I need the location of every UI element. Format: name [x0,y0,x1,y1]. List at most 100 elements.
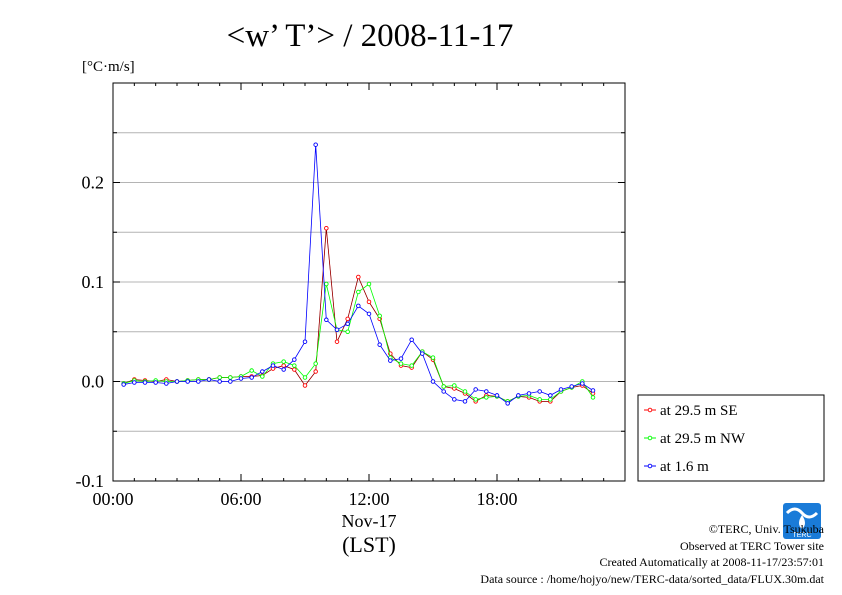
data-point [324,226,329,231]
data-point [302,375,308,380]
y-axis-ticks: -0.1 0.0 0.1 0.2 [76,132,625,491]
data-point [409,363,414,368]
data-point [142,380,148,385]
data-point [590,395,596,400]
data-point [217,379,222,384]
series-line [123,283,594,402]
data-point [388,358,393,363]
site-text: Observed at TERC Tower site [679,538,824,553]
data-point [356,303,361,309]
series-line [123,144,594,404]
series-2 [121,281,596,404]
data-point [185,379,190,384]
series-line-shadow [123,228,594,402]
data-point [260,374,265,379]
data-point [430,355,436,360]
data-point [462,389,468,394]
series-line [123,228,594,402]
data-point [302,383,308,388]
data-point [345,329,350,335]
x-tick-label: 12:00 [348,489,389,509]
chart-title: <w’ T’> / 2008-11-17 [227,18,514,54]
data-point [441,384,446,389]
legend-label: at 1.6 m [660,459,709,475]
y-tick-label: 0.0 [82,372,105,392]
series-3 [121,142,596,406]
data-point [238,376,244,381]
data-point [313,142,318,147]
data-point [196,379,201,384]
data-point [484,389,489,394]
data-point [334,339,340,344]
data-point [398,361,404,366]
data-point [249,375,254,380]
data-point [569,384,574,389]
legend-marker [647,407,653,413]
legend-label: at 29.5 m SE [660,403,738,419]
x-axis-date-label: Nov-17 [342,511,397,531]
data-point [420,351,425,356]
data-point [537,389,542,394]
data-point [452,397,457,402]
data-point [409,337,414,342]
data-point [313,361,318,366]
data-point [334,327,340,333]
data-point [164,381,169,386]
legend-box [637,394,825,482]
data-point [430,379,436,384]
legend-marker [647,435,653,441]
data-point [590,388,596,393]
data-point [281,363,286,368]
data-point [345,321,350,327]
created-text: Created Automatically at 2008-11-17/23:5… [599,555,824,569]
legend-marker [647,463,653,469]
y-tick-label: 0.2 [82,173,105,193]
x-tick-label: 06:00 [220,489,261,509]
copyright-text: ©TERC, Univ. Tsukuba [708,522,824,536]
data-point [324,281,329,287]
data-point [281,367,286,372]
data-point [398,356,404,361]
data-point [548,397,553,402]
data-point [270,363,276,368]
credits-block: ©TERC, Univ. Tsukuba Observed at TERC To… [480,521,824,587]
data-point [153,380,158,385]
data-point [548,393,553,398]
y-tick-label: -0.1 [76,471,105,491]
legend: at 29.5 m SE at 29.5 m NW at 1.6 m [637,394,825,482]
data-point [292,357,297,362]
data-point [462,399,468,404]
data-point [473,387,478,392]
data-point [249,368,254,373]
x-tick-label: 00:00 [92,489,133,509]
data-point [484,395,489,400]
data-point [516,393,521,398]
data-point [356,289,361,295]
data-point [132,380,137,385]
data-point [281,359,286,364]
data-point [505,401,510,406]
x-axis-label: (LST) [342,532,396,557]
logo-text: TERC [792,532,811,539]
data-point [537,397,542,402]
series-1 [121,226,596,404]
data-point [356,274,361,280]
series-group [121,142,596,406]
data-point [377,342,382,347]
y-axis-label: [°C·m/s] [82,59,135,75]
data-point [121,382,126,387]
data-point [366,299,372,305]
data-point [228,375,233,380]
data-point [473,397,478,402]
data-point [494,393,500,398]
data-point [377,313,382,319]
data-point [366,281,372,287]
y-tick-label: 0.1 [82,272,105,292]
x-tick-label: 18:00 [476,489,517,509]
data-point [206,377,212,382]
source-text: Data source : /home/hojyo/new/TERC-data/… [480,571,824,586]
data-point [580,381,585,386]
terc-logo: TERC [783,503,821,539]
data-point [313,369,318,374]
